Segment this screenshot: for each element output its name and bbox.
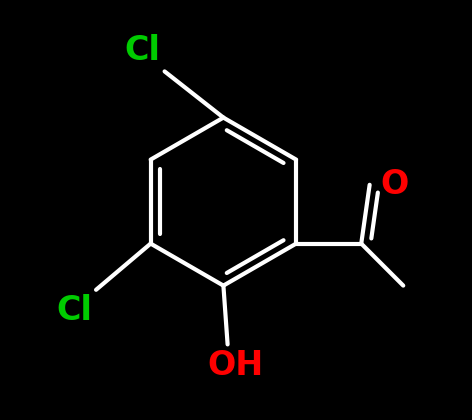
Text: Cl: Cl — [125, 34, 160, 67]
Text: OH: OH — [208, 349, 264, 382]
Text: O: O — [380, 168, 408, 201]
Text: Cl: Cl — [56, 294, 92, 327]
